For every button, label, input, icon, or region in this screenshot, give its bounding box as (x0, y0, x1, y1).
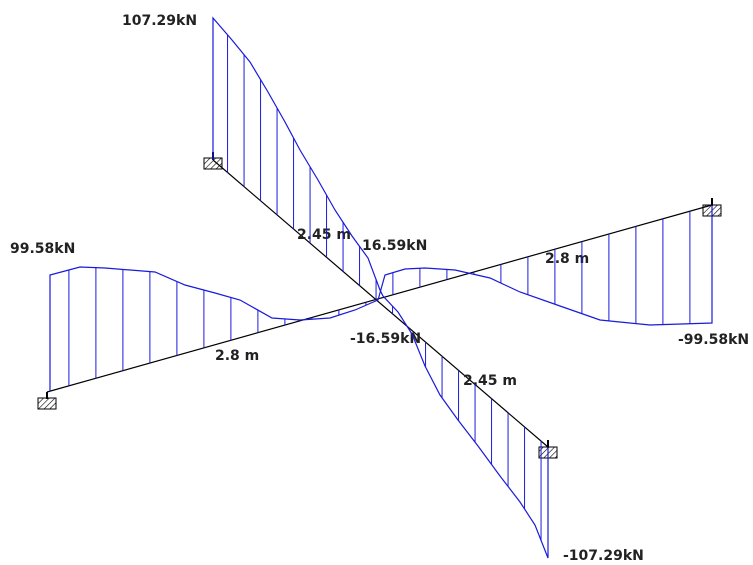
length-label: 2.8 m (545, 251, 589, 267)
member-b (46, 204, 713, 393)
shear-label: -16.59kN (350, 331, 421, 347)
member-a (212, 159, 549, 448)
length-label: 2.8 m (215, 348, 259, 364)
shear-label: 16.59kN (362, 238, 427, 254)
shear-label: -107.29kN (563, 548, 644, 564)
supports (37, 152, 722, 459)
shear-label: 99.58kN (10, 241, 75, 257)
shear-curve (49, 205, 713, 391)
shear-curve (212, 16, 549, 559)
length-label: 2.45 m (463, 373, 517, 389)
shear-label: -99.58kN (678, 332, 749, 348)
shear-label: 107.29kN (122, 13, 197, 29)
